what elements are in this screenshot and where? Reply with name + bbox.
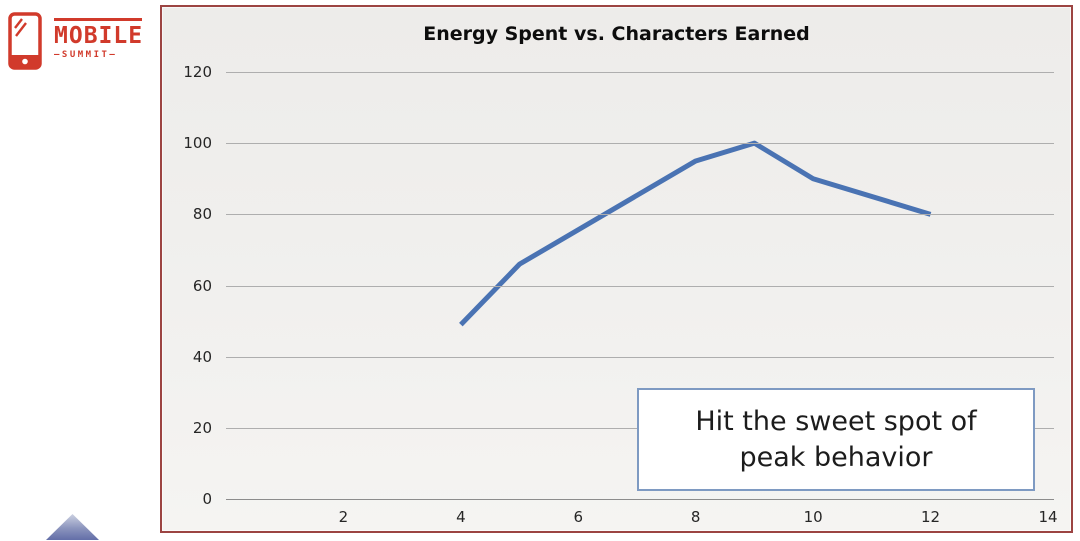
gridline bbox=[226, 356, 1054, 358]
x-axis-labels: 2 4 6 8 10 12 14 bbox=[226, 508, 1058, 528]
phone-icon bbox=[8, 12, 42, 70]
mobile-summit-logo: MOBILE —SUMMIT— bbox=[8, 12, 143, 70]
y-tick-label: 80 bbox=[192, 205, 212, 224]
x-tick-label: 12 bbox=[921, 508, 941, 526]
x-tick-label: 8 bbox=[690, 508, 701, 526]
annotation-line-1: Hit the sweet spot of bbox=[695, 406, 977, 438]
line-series bbox=[226, 72, 1048, 499]
gridline bbox=[226, 72, 1054, 73]
y-tick-label: 100 bbox=[183, 134, 212, 153]
y-tick-label: 0 bbox=[202, 490, 212, 508]
logo-brand-text: MOBILE bbox=[54, 23, 144, 49]
x-tick-label: 4 bbox=[456, 508, 466, 526]
logo-rule bbox=[54, 18, 142, 21]
chart-frame: Energy Spent vs. Characters Earned 0 20 40… bbox=[160, 5, 1073, 533]
y-tick-label: 40 bbox=[192, 347, 212, 366]
x-tick-label: 14 bbox=[1038, 508, 1058, 526]
logo-tagline-text: —SUMMIT— bbox=[54, 50, 118, 61]
gridline bbox=[226, 285, 1054, 287]
chart-title: Energy Spent vs. Characters Earned bbox=[423, 23, 810, 45]
triangle-decoration bbox=[46, 514, 99, 540]
x-tick-label: 6 bbox=[573, 508, 584, 526]
y-axis-labels: 0 20 40 60 80 100 120 bbox=[162, 63, 212, 508]
y-tick-label: 20 bbox=[192, 418, 212, 437]
gridline bbox=[226, 143, 1054, 145]
y-tick-label: 60 bbox=[192, 276, 212, 295]
annotation-line-2: peak behavior bbox=[739, 441, 933, 473]
y-tick-label: 120 bbox=[183, 63, 212, 81]
annotation-callout: Hit the sweet spot of peak behavior bbox=[637, 388, 1035, 491]
x-tick-label: 2 bbox=[338, 508, 349, 526]
x-tick-label: 10 bbox=[803, 508, 823, 526]
energy-line bbox=[461, 143, 931, 324]
gridline bbox=[226, 499, 1054, 500]
gridline bbox=[226, 214, 1054, 216]
